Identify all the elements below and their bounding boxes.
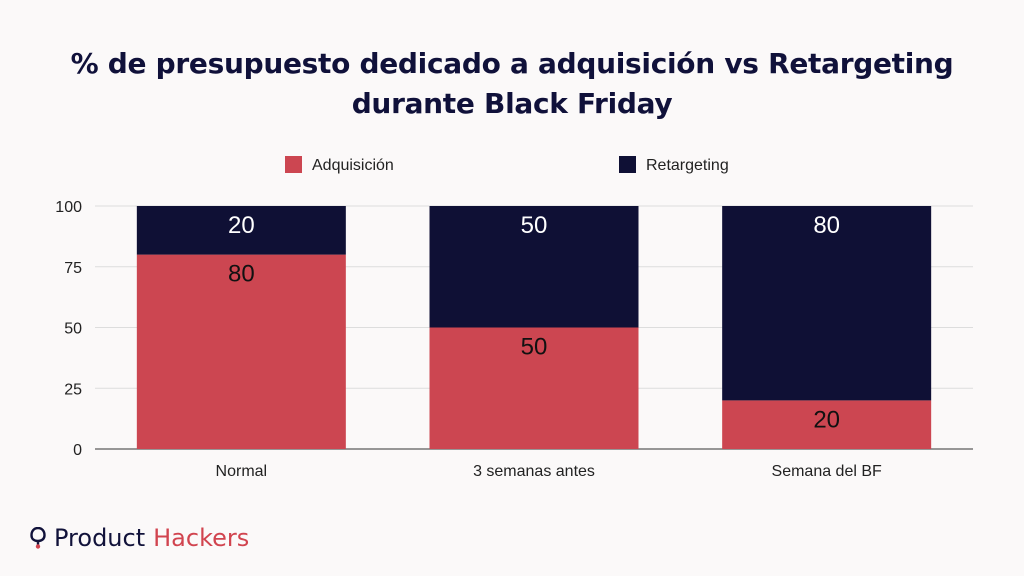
y-tick-label: 100 (55, 199, 82, 216)
bar-adquisicion-1 (429, 327, 639, 449)
chart-title-line-2: durante Black Friday (351, 87, 673, 120)
bar-retargeting-2 (722, 206, 932, 401)
chart-title-line-1: % de presupuesto dedicado a adquisición … (70, 47, 954, 80)
data-label: 80 (813, 212, 840, 239)
logo-word-product: Product (54, 524, 146, 552)
y-tick-label: 25 (64, 381, 82, 398)
legend-swatch (285, 156, 302, 173)
data-label: 50 (521, 334, 548, 361)
y-tick-label: 75 (64, 260, 82, 277)
y-tick-label: 50 (64, 321, 82, 338)
bar-adquisicion-0 (136, 254, 346, 449)
legend-label: Adquisición (312, 157, 394, 174)
y-tick-label: 0 (73, 442, 82, 459)
data-label: 20 (228, 212, 255, 239)
data-label: 20 (813, 406, 840, 433)
data-label: 50 (521, 212, 548, 239)
logo-word-hackers: Hackers (153, 524, 250, 552)
x-category-label: Semana del BF (772, 463, 883, 480)
x-category-label: 3 semanas antes (473, 463, 595, 480)
product-hackers-logo: Product Hackers (30, 522, 249, 554)
data-label: 80 (228, 261, 255, 288)
bar-adquisicion-2 (722, 400, 932, 449)
x-category-label: Normal (216, 463, 268, 480)
bar-retargeting-1 (429, 206, 639, 328)
legend-swatch (619, 156, 636, 173)
chart-title: % de presupuesto dedicado a adquisición … (0, 44, 1024, 124)
bar-retargeting-0 (136, 206, 346, 255)
pin-icon (30, 527, 46, 549)
legend-label: Retargeting (646, 157, 729, 174)
